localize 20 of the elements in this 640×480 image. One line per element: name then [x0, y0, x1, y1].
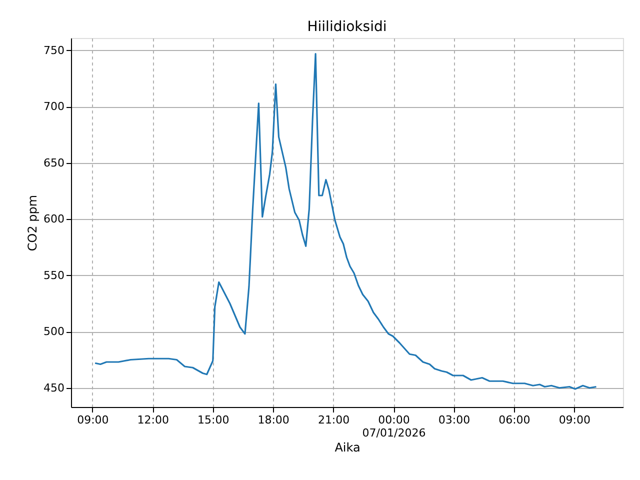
x-axis-title: Aika — [334, 440, 360, 454]
y-tick-label: 450 — [44, 381, 64, 394]
chart-title: Hiilidioksidi — [307, 19, 387, 35]
y-tick-label: 750 — [44, 44, 64, 57]
y-tick-label: 700 — [44, 100, 64, 114]
x-tick-label: 09:00 — [77, 414, 109, 426]
y-tick-label: 650 — [44, 156, 64, 170]
y-tick-label: 500 — [44, 325, 64, 338]
x-tick-label: 15:00 — [197, 414, 230, 426]
y-tick-label: 600 — [44, 212, 64, 226]
y-axis-title: CO2 ppm — [26, 194, 40, 252]
x-tick-label: 18:00 — [258, 414, 290, 426]
x-tick-label: 00:00 07/01/2026 — [362, 414, 426, 440]
x-tick-label: 09:00 — [558, 414, 591, 426]
x-tick-label: 21:00 — [318, 414, 350, 426]
line-series — [94, 52, 598, 390]
y-tick-label: 550 — [44, 268, 64, 282]
x-tick-label: 06:00 — [498, 414, 530, 426]
x-tick-label: 12:00 — [137, 414, 169, 426]
x-tick-label: 03:00 — [438, 414, 470, 426]
